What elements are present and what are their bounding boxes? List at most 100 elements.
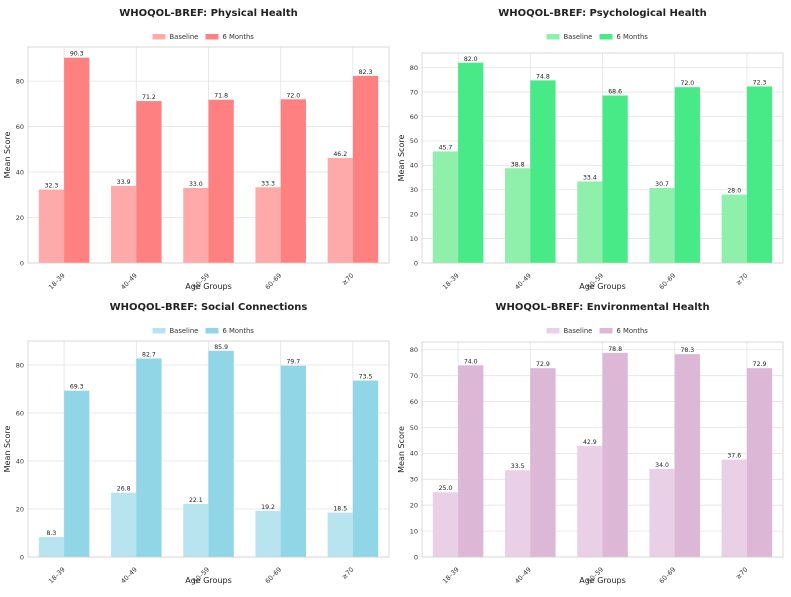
data-label: 25.0 [439, 485, 453, 492]
legend-label-1: Baseline [170, 33, 199, 41]
bar-6-months-4 [674, 354, 700, 557]
legend-label-2: 6 Months [617, 327, 649, 335]
chart-title: WHOQOL-BREF: Social Connections [110, 302, 308, 313]
y-tick-label: 40 [410, 162, 418, 170]
y-axis-label: Mean Score [397, 135, 406, 182]
data-label: 74.8 [536, 73, 550, 80]
data-label: 69.3 [70, 384, 84, 391]
x-tick-label: 40–49 [513, 566, 533, 586]
data-label: 79.7 [286, 359, 300, 366]
y-tick-label: 0 [20, 259, 24, 267]
y-axis-label: Mean Score [3, 426, 12, 473]
data-label: 38.8 [511, 161, 525, 168]
x-tick-label: ≥70 [734, 566, 749, 581]
data-label: 32.3 [45, 183, 59, 190]
y-tick-label: 30 [410, 186, 418, 194]
data-label: 72.3 [753, 79, 767, 86]
x-axis-label: Age Groups [579, 576, 626, 585]
bar-6-months-5 [352, 380, 379, 557]
x-tick-label: 60–69 [658, 566, 678, 586]
bar-baseline-3 [183, 187, 209, 263]
bar-baseline-4 [255, 510, 281, 557]
data-label: 45.7 [439, 144, 453, 151]
y-tick-label: 0 [414, 553, 418, 561]
chart-title: WHOQOL-BREF: Physical Health [119, 8, 298, 19]
bar-baseline-3 [577, 181, 603, 263]
data-label: 82.3 [359, 69, 373, 76]
legend-label-1: Baseline [564, 327, 593, 335]
legend-label-1: Baseline [170, 327, 199, 335]
bar-baseline-1 [432, 151, 459, 263]
legend-swatch-1 [152, 328, 166, 334]
plot-frame [421, 52, 784, 264]
y-tick-label: 0 [414, 259, 418, 267]
legend-label-2: 6 Months [223, 33, 255, 41]
data-label: 68.6 [608, 88, 622, 95]
y-tick-label: 40 [410, 450, 418, 458]
data-label: 90.3 [70, 51, 84, 58]
data-label: 78.3 [680, 347, 694, 354]
data-label: 30.7 [655, 181, 669, 188]
data-label: 72.0 [680, 80, 694, 87]
bar-baseline-2 [111, 492, 137, 557]
x-axis-label: Age Groups [185, 576, 232, 585]
x-tick-label: ≥70 [734, 272, 749, 287]
x-tick-label: 60–69 [264, 272, 284, 292]
chart-panel-3: WHOQOL-BREF: Social Connections 0 20 40 60 80… [3, 302, 390, 586]
bar-baseline-5 [327, 512, 353, 557]
chart-title: WHOQOL-BREF: Psychological Health [498, 8, 707, 19]
bar-6-months-5 [746, 368, 773, 557]
bar-6-months-2 [530, 368, 556, 557]
bar-6-months-2 [136, 358, 162, 557]
y-tick-label: 20 [410, 501, 418, 509]
y-tick-label: 0 [20, 553, 24, 561]
y-tick-label: 10 [410, 527, 418, 535]
chart-panel-1: WHOQOL-BREF: Physical Health 0 20 40 60 80 32.… [3, 8, 390, 292]
bar-baseline-1 [38, 189, 65, 263]
y-tick-label: 60 [16, 409, 24, 417]
legend-label-2: 6 Months [223, 327, 255, 335]
data-label: 71.2 [142, 94, 156, 101]
data-label: 22.1 [189, 497, 203, 504]
y-tick-label: 60 [410, 398, 418, 406]
bar-6-months-5 [352, 75, 379, 263]
chart-panel-2: WHOQOL-BREF: Psychological Health 0 10 20 30… [397, 8, 784, 292]
legend: Baseline 6 Months [546, 33, 648, 41]
plot-frame [27, 46, 390, 264]
bar-baseline-1 [432, 492, 459, 557]
bar-baseline-4 [649, 188, 675, 263]
data-label: 72.9 [753, 361, 767, 368]
chart-title: WHOQOL-BREF: Environmental Health [495, 302, 709, 313]
x-tick-label: ≥70 [340, 272, 355, 287]
x-tick-label: 60–69 [658, 272, 678, 292]
data-label: 19.2 [261, 504, 275, 511]
legend-swatch-1 [546, 34, 560, 40]
x-tick-label: ≥70 [340, 566, 355, 581]
legend-label-1: Baseline [564, 33, 593, 41]
data-label: 46.2 [333, 151, 347, 158]
y-tick-label: 80 [16, 77, 24, 85]
bar-6-months-3 [208, 350, 234, 557]
data-label: 34.0 [655, 462, 669, 469]
bar-6-months-4 [674, 87, 700, 264]
legend-swatch-2 [599, 34, 613, 40]
x-tick-label: 18–39 [47, 566, 67, 586]
data-label: 72.0 [286, 92, 300, 99]
x-tick-label: 40–49 [119, 272, 139, 292]
x-axis-label: Age Groups [579, 282, 626, 291]
data-label: 33.3 [261, 180, 275, 187]
data-label: 85.9 [214, 344, 228, 351]
legend-swatch-1 [152, 34, 166, 40]
y-tick-label: 70 [410, 372, 418, 380]
legend-swatch-2 [599, 328, 613, 334]
bar-6-months-2 [530, 80, 556, 263]
bar-baseline-2 [505, 168, 531, 263]
y-axis-label: Mean Score [397, 426, 406, 473]
data-label: 82.7 [142, 352, 156, 359]
y-tick-label: 40 [16, 457, 24, 465]
bar-baseline-3 [577, 445, 603, 557]
y-tick-label: 80 [410, 346, 418, 354]
data-label: 8.3 [47, 530, 57, 537]
